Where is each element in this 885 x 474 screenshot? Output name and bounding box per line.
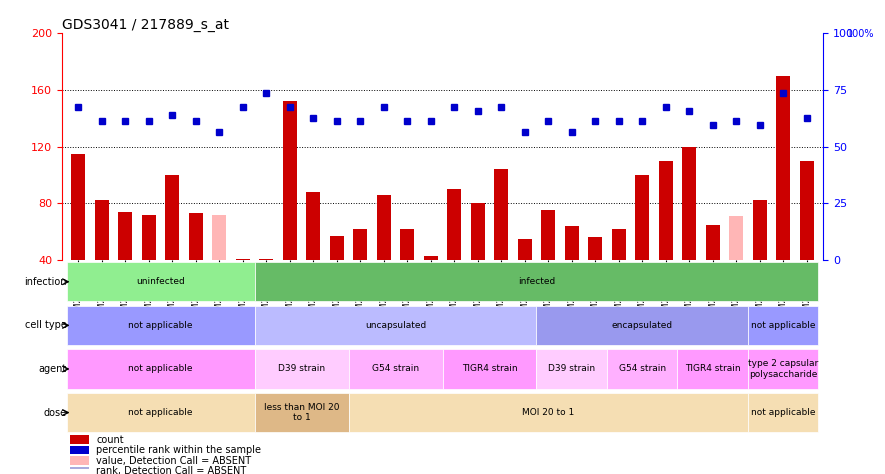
Bar: [400, 229, 414, 317]
Bar: [70, 467, 89, 474]
FancyBboxPatch shape: [255, 262, 819, 301]
Text: not applicable: not applicable: [750, 408, 815, 417]
Text: count: count: [96, 435, 124, 445]
Bar: [283, 101, 296, 317]
Bar: [353, 229, 367, 317]
Text: TIGR4 strain: TIGR4 strain: [685, 365, 741, 374]
Text: rank, Detection Call = ABSENT: rank, Detection Call = ABSENT: [96, 466, 246, 474]
FancyBboxPatch shape: [66, 349, 255, 389]
Bar: [776, 76, 790, 317]
Text: type 2 capsular
polysaccharide: type 2 capsular polysaccharide: [748, 359, 819, 379]
Bar: [518, 239, 532, 317]
FancyBboxPatch shape: [66, 306, 255, 345]
Bar: [471, 203, 485, 317]
FancyBboxPatch shape: [748, 306, 819, 345]
Bar: [565, 226, 579, 317]
Text: G54 strain: G54 strain: [619, 365, 666, 374]
Bar: [212, 215, 227, 317]
FancyBboxPatch shape: [349, 349, 442, 389]
FancyBboxPatch shape: [748, 393, 819, 432]
Bar: [799, 161, 813, 317]
Bar: [70, 456, 89, 465]
FancyBboxPatch shape: [66, 262, 255, 301]
FancyBboxPatch shape: [607, 349, 677, 389]
Bar: [705, 225, 720, 317]
Y-axis label: 100%: 100%: [847, 28, 875, 39]
Text: GDS3041 / 217889_s_at: GDS3041 / 217889_s_at: [62, 18, 229, 32]
Bar: [494, 169, 508, 317]
Bar: [424, 255, 438, 317]
Text: uncapsulated: uncapsulated: [365, 321, 427, 330]
Text: D39 strain: D39 strain: [278, 365, 325, 374]
FancyBboxPatch shape: [255, 349, 349, 389]
Text: dose: dose: [43, 408, 66, 418]
Text: less than MOI 20
to 1: less than MOI 20 to 1: [264, 403, 339, 422]
Text: not applicable: not applicable: [128, 365, 193, 374]
FancyBboxPatch shape: [442, 349, 536, 389]
Bar: [70, 436, 89, 444]
FancyBboxPatch shape: [349, 393, 748, 432]
FancyBboxPatch shape: [255, 306, 536, 345]
FancyBboxPatch shape: [255, 393, 349, 432]
FancyBboxPatch shape: [536, 349, 607, 389]
Bar: [447, 189, 461, 317]
Text: infected: infected: [518, 277, 555, 286]
Bar: [259, 258, 273, 317]
Text: uninfected: uninfected: [136, 277, 185, 286]
Text: G54 strain: G54 strain: [372, 365, 419, 374]
Text: infection: infection: [24, 277, 66, 287]
Text: MOI 20 to 1: MOI 20 to 1: [522, 408, 574, 417]
Text: cell type: cell type: [25, 320, 66, 330]
FancyBboxPatch shape: [66, 393, 255, 432]
Text: value, Detection Call = ABSENT: value, Detection Call = ABSENT: [96, 456, 251, 465]
Text: not applicable: not applicable: [128, 408, 193, 417]
Bar: [72, 154, 86, 317]
Text: TIGR4 strain: TIGR4 strain: [462, 365, 518, 374]
Bar: [306, 192, 320, 317]
Text: percentile rank within the sample: percentile rank within the sample: [96, 445, 261, 455]
FancyBboxPatch shape: [748, 349, 819, 389]
Bar: [682, 146, 696, 317]
Bar: [589, 237, 602, 317]
Bar: [635, 175, 650, 317]
Bar: [612, 229, 626, 317]
Bar: [70, 446, 89, 454]
Text: D39 strain: D39 strain: [548, 365, 596, 374]
Text: agent: agent: [38, 364, 66, 374]
FancyBboxPatch shape: [536, 306, 748, 345]
Bar: [95, 201, 109, 317]
Bar: [165, 175, 180, 317]
Bar: [189, 213, 203, 317]
Bar: [142, 215, 156, 317]
Bar: [330, 236, 344, 317]
Bar: [119, 212, 133, 317]
Text: encapsulated: encapsulated: [612, 321, 673, 330]
Text: not applicable: not applicable: [750, 321, 815, 330]
Bar: [752, 201, 766, 317]
Bar: [658, 161, 673, 317]
Text: not applicable: not applicable: [128, 321, 193, 330]
Bar: [729, 216, 743, 317]
Bar: [541, 210, 555, 317]
Bar: [235, 258, 250, 317]
FancyBboxPatch shape: [677, 349, 748, 389]
Bar: [377, 195, 391, 317]
